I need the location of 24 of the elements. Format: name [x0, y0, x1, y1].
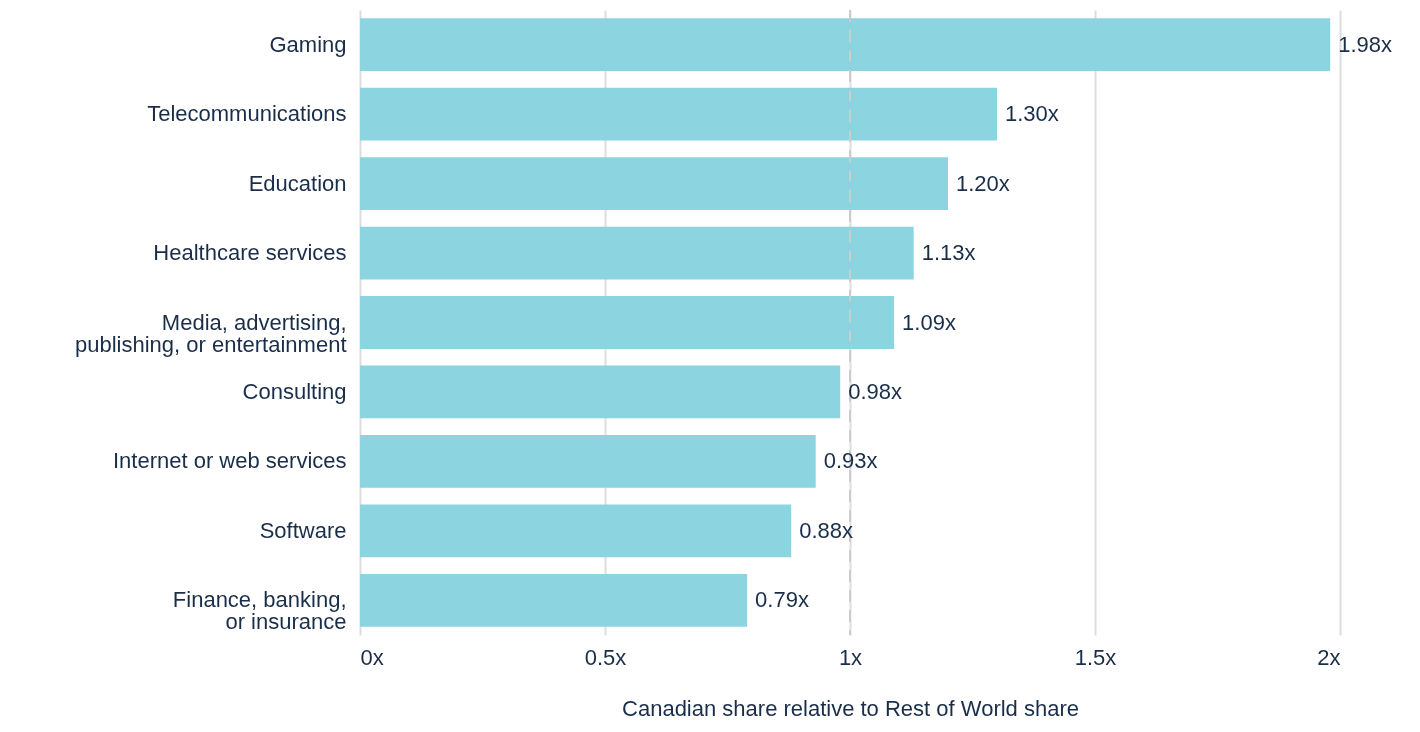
y-tick-label: Healthcare services	[153, 240, 347, 266]
y-tick-label: Media, advertising, publishing, or entertainment	[75, 309, 347, 357]
y-tick-label: Gaming	[269, 31, 347, 57]
x-tick-label: 0x	[360, 644, 384, 670]
x-tick-label: 1x	[838, 644, 863, 670]
data-label: 1.20x	[956, 170, 1010, 196]
data-label: 1.09x	[902, 309, 956, 335]
x-tick-label: 2x	[1317, 644, 1341, 670]
data-label: 0.93x	[823, 448, 878, 474]
data-label: 1.98x	[1338, 31, 1393, 57]
x-tick-label: 0.5x	[584, 644, 627, 670]
x-axis-title: Canadian share relative to Rest of World share	[622, 695, 1079, 721]
y-tick-label: Consulting	[242, 378, 347, 404]
data-label: 0.98x	[848, 378, 903, 404]
y-tick-label: Finance, banking, or insurance	[172, 587, 347, 635]
data-label: 1.13x	[921, 240, 976, 266]
y-tick-label: Telecommunications	[147, 101, 347, 127]
x-tick-label: 1.5x	[1074, 644, 1117, 670]
y-tick-label: Internet or web services	[112, 448, 347, 474]
data-label: 0.88x	[799, 517, 854, 543]
data-label: 1.30x	[1005, 101, 1059, 127]
y-tick-label: Software	[259, 517, 347, 543]
data-label: 0.79x	[755, 587, 809, 613]
y-tick-label: Education	[248, 170, 347, 196]
